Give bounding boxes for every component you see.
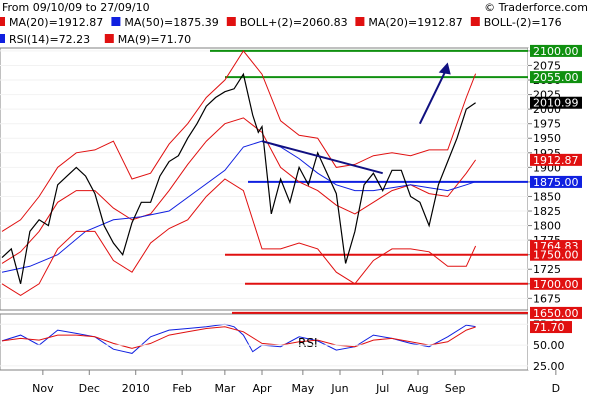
legend-swatch (104, 34, 114, 43)
series-ma-20- (1, 117, 477, 264)
price-tag-label: 1750.00 (533, 249, 579, 262)
rsi-series (1, 323, 476, 354)
y-tick-label: 1725 (533, 263, 561, 276)
x-tick-label: Apr (252, 382, 272, 395)
arrow-head (438, 62, 451, 75)
y-tick-label: 1675 (533, 292, 561, 305)
x-tick-label: 2010 (122, 382, 150, 395)
price-tag (530, 71, 582, 84)
y-tick-label: 2075 (533, 59, 561, 72)
arrow-shaft (418, 70, 447, 125)
price-gridlines (0, 50, 528, 299)
legend-swatch (0, 34, 5, 43)
y-tick-label: 1800 (533, 220, 561, 233)
legend-swatch (470, 17, 480, 26)
legend-swatch (111, 17, 121, 26)
price-tag (530, 248, 582, 261)
legend-row-1: MA(20)=1912.87 MA(50)=1875.39 BOLL+(2)=206… (0, 16, 562, 29)
x-tick-label: D (552, 382, 560, 395)
legend-label: MA(50)=1875.39 (124, 16, 218, 29)
price-tag (530, 153, 582, 166)
legend-label: BOLL-(2)=176 (484, 16, 562, 29)
rsi-tick-label: 25.00 (533, 360, 565, 373)
price-tag-label: 2055.00 (533, 71, 579, 84)
price-tag-label: 1875.00 (533, 176, 579, 189)
rsi-tags: 71.70 (530, 321, 572, 334)
series-price (1, 72, 476, 284)
y-tick-label: 1825 (533, 205, 561, 218)
y-tick-label: 1850 (533, 190, 561, 203)
rsi-series-ma-9- (1, 326, 476, 349)
series-boll-2- (1, 178, 477, 296)
legend-label: MA(20)=1912.87 (9, 16, 103, 29)
rsi-annotation: RSI (298, 336, 318, 350)
x-axis-ticks: Nov Dec 2010 Feb Mar Apr May Jun Jul Aug Sep D (32, 370, 560, 395)
price-tag-label: 2010.99 (533, 97, 579, 110)
rsi-tag-label: 71.70 (533, 321, 565, 334)
rsi-panel (0, 313, 529, 371)
x-tick-label: Feb (172, 382, 191, 395)
copyright: © Traderforce.com (484, 1, 588, 14)
legend-label: RSI(14)=72.23 (9, 33, 90, 46)
legend-label: MA(20)=1912.87 (368, 16, 462, 29)
rsi-series-rsi-14- (1, 323, 476, 354)
price-tag (530, 306, 582, 319)
price-tag (530, 44, 582, 57)
x-tick-label: Jul (375, 382, 389, 395)
x-tick-label: Dec (79, 382, 100, 395)
x-tick-label: Sep (445, 382, 466, 395)
legend-swatch (226, 17, 236, 26)
price-tags: 2100.002055.002010.991912.871875.001764.… (530, 44, 582, 320)
rsi-tag (530, 321, 572, 334)
price-tag (530, 277, 582, 290)
rsi-tick-label: 50.00 (533, 339, 565, 352)
price-tag (530, 175, 582, 188)
legend-row-2: RSI(14)=72.23 MA(9)=71.70 (0, 33, 191, 46)
price-tag-label: 1650.00 (533, 307, 579, 320)
price-panel (0, 47, 529, 311)
x-tick-label: Jun (330, 382, 348, 395)
x-tick-label: Mar (214, 382, 235, 395)
legend-swatch (355, 17, 365, 26)
price-tag-label: 1912.87 (533, 154, 579, 167)
price-tag-label: 2100.00 (533, 45, 579, 58)
y-tick-label: 1975 (533, 118, 561, 131)
x-tick-label: May (291, 382, 314, 395)
price-tag-label: 1700.00 (533, 278, 579, 291)
legend-label: BOLL+(2)=2060.83 (240, 16, 348, 29)
trendline (261, 140, 383, 175)
y-tick-label: 1950 (533, 132, 561, 145)
date-range: From 09/10/09 to 27/09/10 (2, 1, 150, 14)
x-tick-label: Aug (407, 382, 428, 395)
annotations (261, 62, 451, 175)
series-boll-2- (1, 50, 477, 232)
legend-swatch (0, 17, 5, 26)
price-tag (530, 96, 582, 109)
x-tick-label: Nov (32, 382, 54, 395)
legend-label: MA(9)=71.70 (118, 33, 191, 46)
